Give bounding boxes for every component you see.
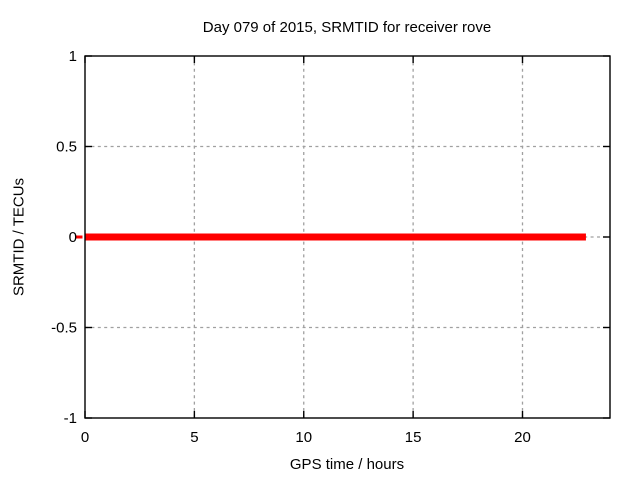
chart-title: Day 079 of 2015, SRMTID for receiver rov… — [202, 19, 492, 36]
y-axis-label: SRMTID / TECUs — [10, 177, 28, 297]
y-tick-label: 0.5 — [56, 139, 77, 156]
y-tick-label: 0 — [69, 229, 77, 246]
x-axis-label: GPS time / hours — [289, 456, 405, 473]
y-tick-label: -1 — [64, 410, 77, 427]
plot-border — [84, 55, 611, 419]
y-tick-label: 1 — [69, 48, 77, 65]
x-tick-label: 10 — [295, 429, 312, 446]
x-tick-label: 0 — [81, 429, 89, 446]
x-tick-label: 15 — [405, 429, 422, 446]
x-tick-label: 20 — [514, 429, 531, 446]
y-tick-label: -0.5 — [51, 320, 77, 337]
x-tick-label: 5 — [190, 429, 198, 446]
